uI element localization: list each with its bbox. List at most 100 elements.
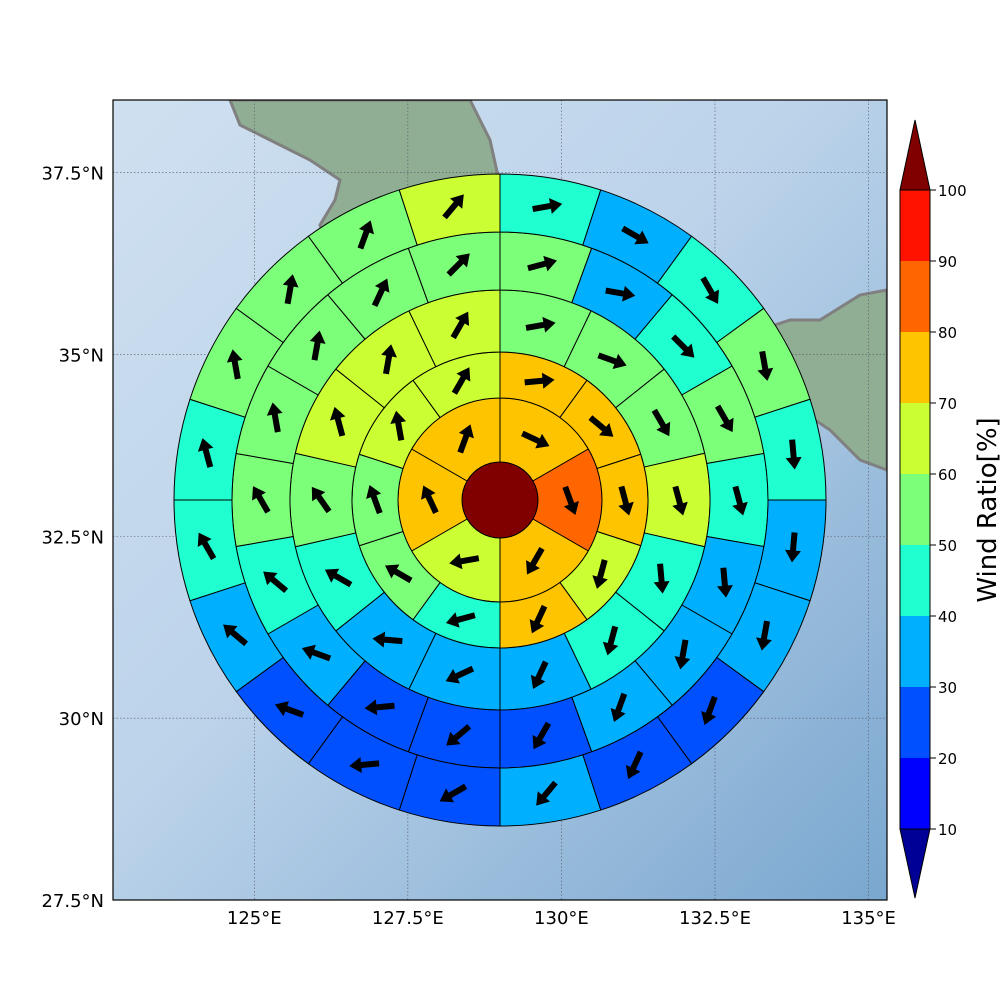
wind-arrow-shape: [451, 367, 471, 395]
wind-arrow-shape: [605, 285, 636, 302]
wind-arrow-shape: [445, 612, 476, 628]
colorbar-bin: [900, 687, 930, 758]
wind-arrow: [457, 424, 474, 454]
wind-arrow: [381, 344, 397, 375]
wind-arrow-shape: [756, 620, 772, 651]
lat-tick-label: 30°N: [59, 709, 104, 730]
wind-arrow: [757, 350, 774, 381]
wind-arrow-shape: [524, 372, 555, 389]
wind-arrow: [602, 625, 619, 656]
wind-arrow-shape: [653, 563, 670, 594]
wind-arrow-shape: [536, 780, 558, 806]
wind-arrow-shape: [364, 699, 395, 716]
wind-arrow-shape: [282, 274, 299, 305]
wind-arrow: [653, 563, 670, 594]
wind-arrow-shape: [525, 316, 556, 333]
wind-arrow-shape: [701, 695, 718, 726]
wind-arrow: [349, 757, 380, 773]
wind-arrow-shape: [527, 255, 557, 272]
wind-arrow: [446, 724, 472, 746]
wind-arrow-shape: [457, 424, 474, 454]
wind-arrow: [449, 553, 480, 570]
wind-arrow-shape: [674, 639, 691, 670]
wind-arrow-shape: [301, 644, 332, 662]
wind-arrow: [621, 225, 649, 245]
wind-arrow: [527, 255, 557, 272]
wind-arrow-shape: [223, 624, 249, 647]
wind-arrow-shape: [226, 349, 243, 380]
wind-arrow-shape: [366, 484, 383, 515]
wind-arrow-shape: [381, 344, 397, 375]
wind-arrow: [282, 274, 299, 305]
lat-tick-label: 27.5°N: [41, 891, 104, 912]
wind-arrow-shape: [446, 253, 470, 277]
map-area: [112, 99, 888, 901]
wind-arrow: [329, 406, 346, 437]
colorbar: 10 20 30 40 50 60 70 80 90 100: [899, 119, 967, 899]
wind-arrow-shape: [716, 567, 733, 598]
wind-arrow: [445, 665, 475, 684]
wind-arrow-shape: [625, 750, 644, 780]
wind-arrow-shape: [449, 553, 480, 570]
wind-arrow: [625, 750, 644, 780]
colorbar-bin: [900, 332, 930, 403]
colorbar-tick-label: 80: [938, 324, 957, 342]
wind-arrow-shape: [732, 485, 748, 516]
wind-arrow-shape: [785, 439, 802, 470]
colorbar-tick-label: 50: [938, 537, 957, 555]
wind-arrow: [263, 571, 289, 594]
lat-tick-label: 37.5°N: [41, 164, 104, 185]
colorbar-tick-label: 60: [938, 466, 957, 484]
wind-arrow-shape: [385, 564, 413, 584]
wind-arrow-shape: [450, 311, 470, 340]
wind-arrow: [446, 253, 470, 277]
wind-arrow-shape: [329, 406, 346, 437]
wind-arrow-shape: [785, 532, 801, 563]
colorbar-tick-label: 10: [938, 821, 957, 839]
wind-arrow: [532, 198, 563, 214]
wind-arrow-shape: [372, 631, 403, 648]
wind-arrow-shape: [349, 757, 380, 773]
colorbar-tick-label: 70: [938, 395, 957, 413]
wind-arrow-shape: [371, 278, 390, 307]
lat-tick-label: 32.5°N: [41, 527, 104, 548]
colorbar-bin: [900, 190, 930, 261]
wind-arrow: [530, 660, 549, 690]
wind-arrow: [385, 564, 413, 584]
wind-arrow: [672, 485, 688, 516]
colorbar-bin: [900, 616, 930, 687]
wind-arrow: [651, 408, 671, 437]
wind-arrow: [536, 780, 558, 806]
lon-tick-label: 130°E: [534, 908, 589, 929]
wind-arrow-shape: [521, 430, 550, 449]
longitude-tick-labels: 125°E 127.5°E 130°E 132.5°E 135°E: [227, 908, 896, 929]
wind-arrow: [700, 276, 719, 304]
colorbar-tick-label: 30: [938, 679, 957, 697]
wind-arrow: [562, 485, 579, 516]
wind-arrow: [671, 334, 695, 358]
wind-arrow-shape: [197, 438, 214, 468]
colorbar-label: Wind Ratio[%]: [973, 417, 1000, 602]
wind-arrow: [197, 438, 214, 468]
wind-arrow: [618, 485, 634, 516]
colorbar-extend-min: [899, 828, 931, 899]
wind-arrow: [311, 486, 332, 514]
wind-arrow-shape: [439, 783, 468, 803]
wind-arrow-shape: [197, 532, 217, 561]
wind-arrow: [309, 330, 326, 361]
wind-arrow-shape: [421, 485, 439, 514]
wind-arrow: [301, 644, 332, 662]
wind-arrow: [785, 439, 802, 470]
wind-arrow: [785, 532, 801, 563]
wind-arrow-shape: [532, 198, 563, 214]
wind-arrow-shape: [309, 330, 326, 361]
wind-arrow: [197, 532, 217, 561]
wind-arrow-shape: [714, 404, 734, 433]
wind-arrow: [525, 316, 556, 333]
colorbar-bin: [900, 545, 930, 616]
colorbar-bin: [900, 261, 930, 332]
wind-arrow: [274, 701, 305, 718]
wind-arrow: [701, 695, 718, 726]
wind-arrow: [529, 604, 548, 634]
colorbar-tick-label: 100: [938, 182, 967, 200]
